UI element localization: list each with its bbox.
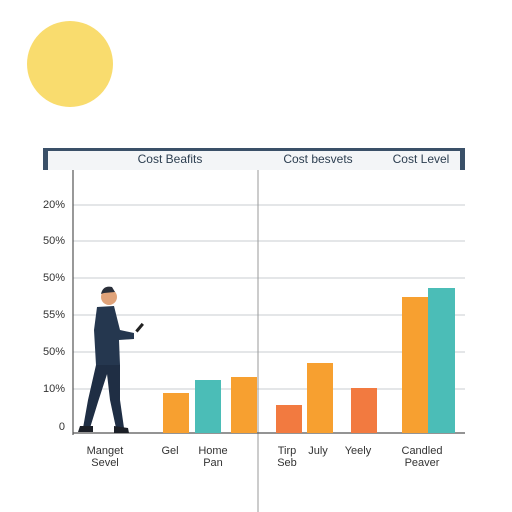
y-label: 10% (43, 383, 65, 395)
x-label: Candled (402, 445, 443, 457)
bar (195, 380, 221, 433)
header-cap (43, 148, 48, 170)
bar (231, 377, 257, 433)
header-label: Cost besvets (283, 152, 352, 166)
bar (163, 393, 189, 433)
bar (276, 405, 302, 433)
bar (402, 297, 428, 433)
y-label: 50% (43, 346, 65, 358)
y-label: 20% (43, 199, 65, 211)
x-label: Gel (161, 445, 178, 457)
torso (94, 306, 134, 365)
shoe (78, 426, 93, 432)
leg (106, 365, 124, 428)
header-cap (460, 148, 465, 170)
header-bar (43, 148, 465, 170)
x-label: Pan (203, 457, 223, 469)
x-label: Home (198, 445, 227, 457)
y-label: 50% (43, 235, 65, 247)
bar (428, 288, 455, 433)
header-line (43, 148, 465, 151)
head (101, 289, 117, 305)
x-label: Seb (277, 457, 297, 469)
y-label: 55% (43, 309, 65, 321)
x-label: Tirp (278, 445, 297, 457)
grid (73, 204, 465, 390)
header-label: Cost Level (393, 152, 450, 166)
x-label: July (308, 445, 328, 457)
x-label: Yeely (345, 445, 372, 457)
sun (27, 21, 113, 107)
hair (101, 286, 115, 294)
x-label: Peaver (405, 457, 440, 469)
leg (83, 365, 110, 428)
person (78, 286, 144, 433)
x-label: Manget (87, 445, 124, 457)
bar (307, 363, 333, 433)
phone (135, 322, 144, 333)
header-label: Cost Beafits (138, 152, 203, 166)
y-label: 50% (43, 272, 65, 284)
x-label: Sevel (91, 457, 119, 469)
shoe (114, 426, 129, 433)
y-label: 0 (59, 421, 65, 433)
bar (351, 388, 377, 433)
